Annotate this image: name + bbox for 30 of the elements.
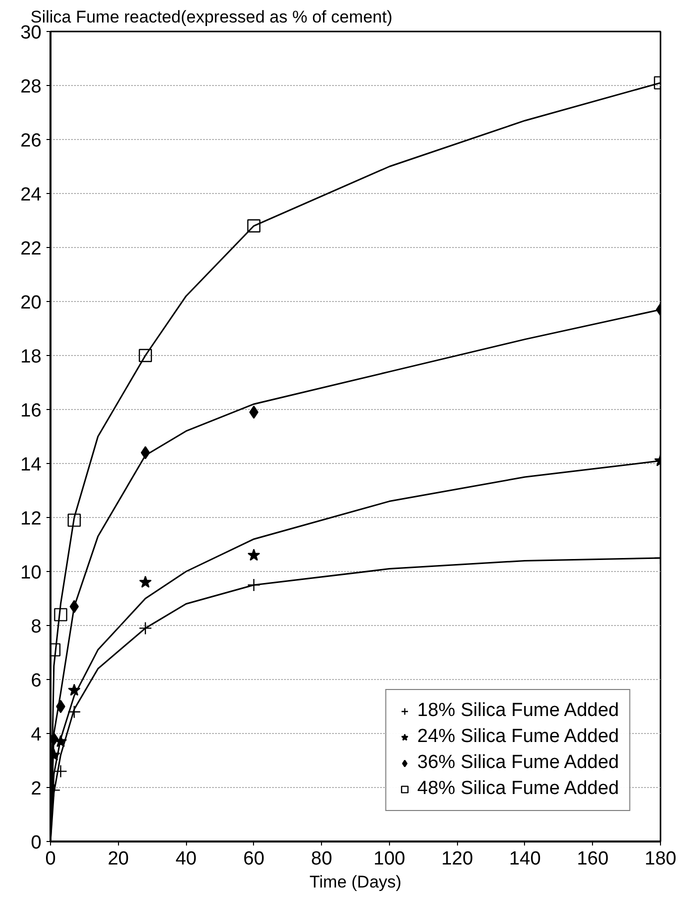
y-tick-label: 16 (20, 400, 42, 422)
x-tick-label: 160 (576, 848, 609, 870)
y-tick-label: 26 (20, 130, 42, 152)
y-tick-label: 20 (20, 292, 42, 314)
y-tick-label: 2 (30, 778, 42, 800)
y-tick-label: 14 (20, 454, 42, 476)
x-axis-title: Time (Days) (310, 872, 402, 892)
x-tick-label: 40 (175, 848, 197, 870)
x-tick-label: 20 (108, 848, 129, 870)
y-tick-label: 22 (20, 238, 42, 260)
x-tick-label: 120 (441, 848, 474, 870)
y-tick-label: 12 (20, 508, 42, 530)
legend-label: 48% Silica Fume Added (417, 778, 619, 800)
y-tick-label: 6 (30, 670, 42, 692)
y-tick-label: 4 (30, 724, 42, 746)
y-tick-label: 10 (20, 562, 42, 584)
y-tick-label: 24 (20, 184, 42, 206)
y-tick-label: 8 (30, 616, 42, 638)
legend-label: 36% Silica Fume Added (417, 752, 619, 774)
y-tick-label: 28 (20, 76, 42, 98)
legend-label: 18% Silica Fume Added (417, 700, 619, 722)
x-tick-label: 180 (644, 848, 676, 870)
y-tick-label: 0 (30, 832, 42, 854)
legend-label: 24% Silica Fume Added (417, 726, 619, 748)
x-tick-label: 60 (243, 848, 264, 870)
x-tick-label: 100 (374, 848, 406, 870)
y-tick-label: 18 (20, 346, 42, 368)
x-tick-label: 0 (45, 848, 56, 870)
x-tick-label: 140 (509, 848, 541, 870)
x-tick-label: 80 (311, 848, 332, 870)
